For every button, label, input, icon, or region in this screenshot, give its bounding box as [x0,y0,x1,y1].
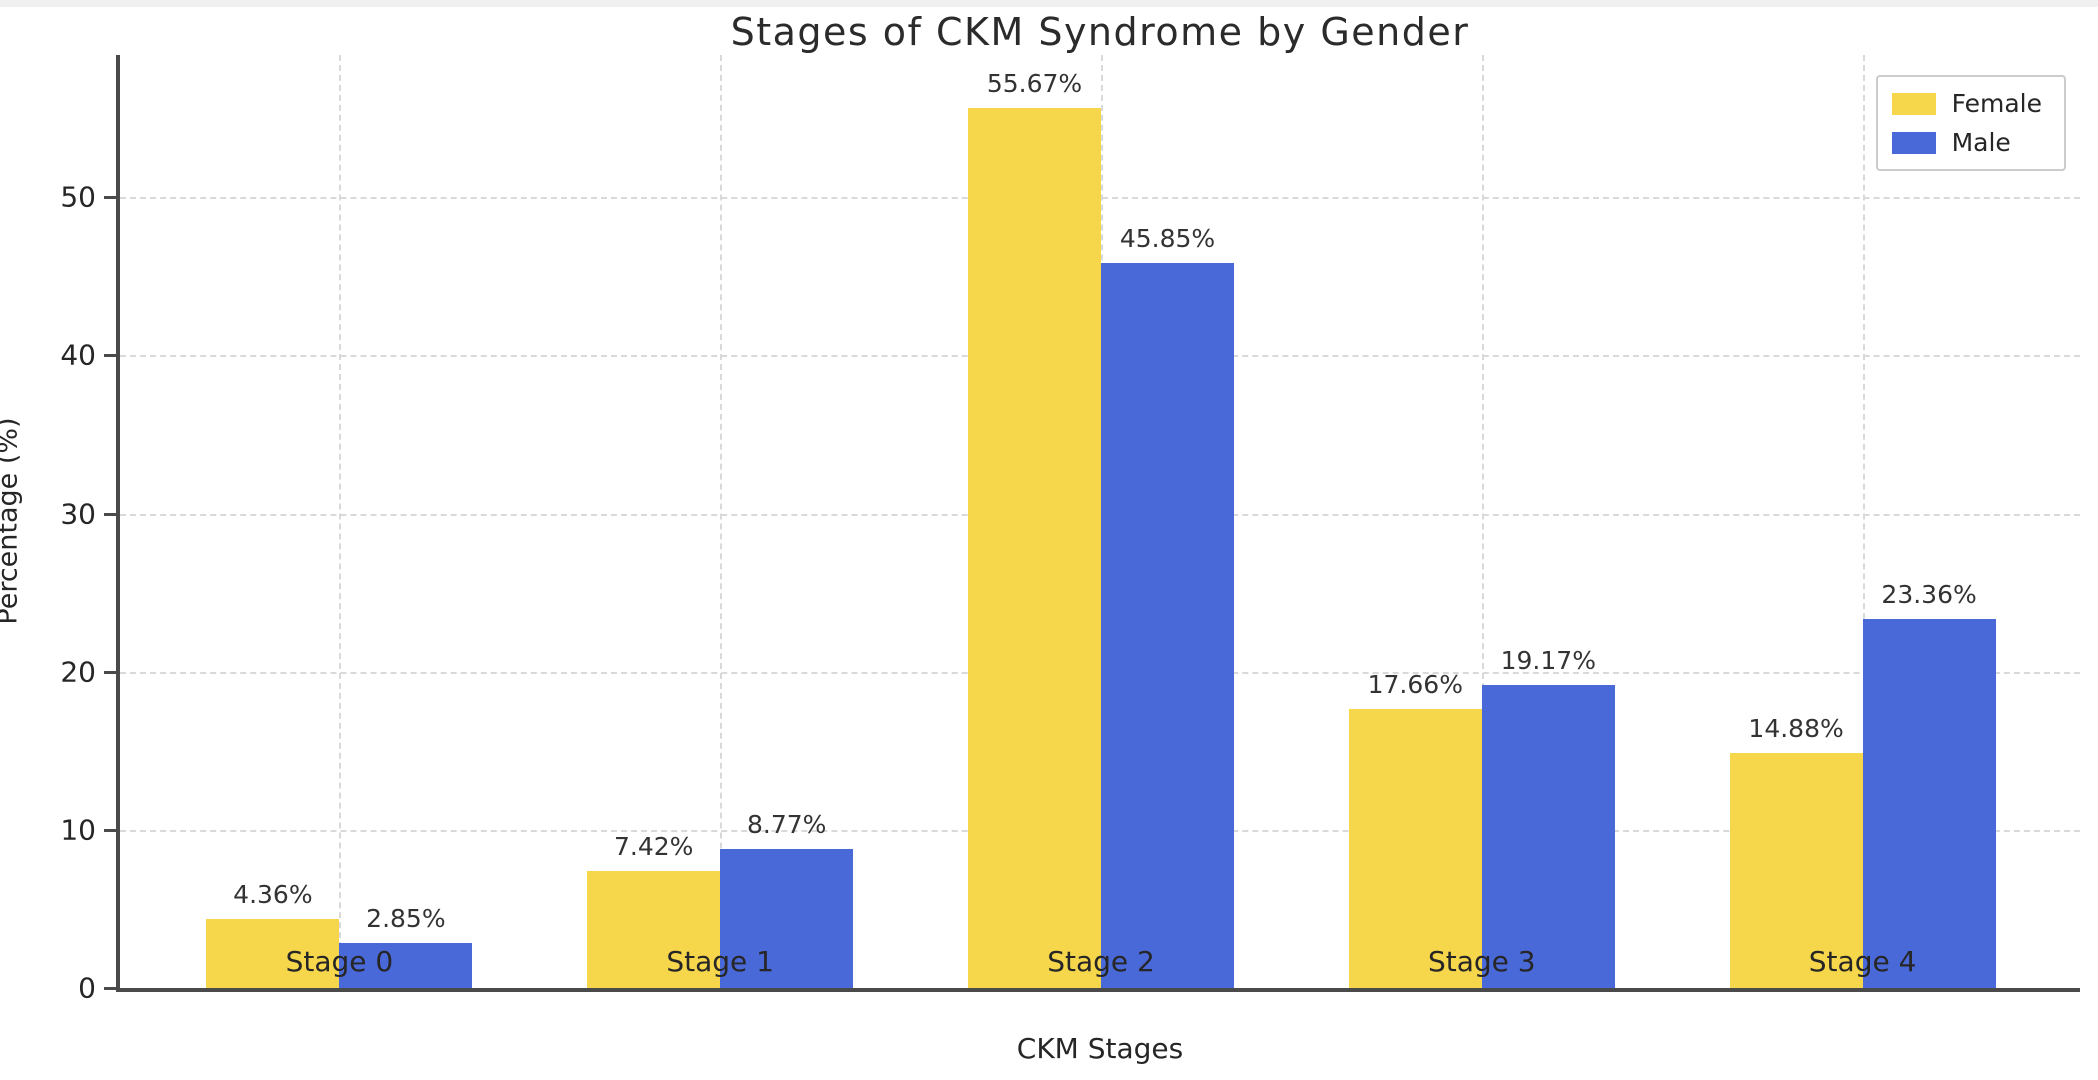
v-gridline-stage-4 [1862,55,1865,988]
value-label-male-stage-0: 2.85% [366,903,446,933]
v-gridline-stage-3 [1481,55,1484,988]
y-tick-label-30: 30 [60,497,96,531]
value-label-female-stage-4: 14.88% [1748,713,1844,743]
value-label-male-stage-4: 23.36% [1881,579,1977,609]
bar-male-stage-3 [1481,684,1615,988]
value-label-male-stage-1: 8.77% [746,810,827,840]
v-gridline-stage-1 [720,55,723,988]
legend: Female Male [1875,75,2066,171]
y-tick-mark-20 [104,670,116,674]
x-axis-label: CKM Stages [1016,1032,1184,1065]
y-axis-spine [116,55,120,992]
bar-female-stage-2 [968,107,1101,988]
plot-area: 4.36% 2.85% 7.42% 8.77% 55.67% 45.85% 17.66% 19… [60,55,2080,1005]
value-label-female-stage-0: 4.36% [233,880,313,910]
legend-swatch-female [1891,92,1936,115]
y-tick-label-40: 40 [60,338,96,372]
bar-female-stage-4 [1729,752,1863,988]
x-axis-spine [116,988,2080,992]
bar-female-stage-1 [587,870,721,988]
x-tick-label-stage-2: Stage 2 [1047,945,1155,978]
x-tick-label-stage-4: Stage 4 [1808,945,1917,978]
y-tick-label-50: 50 [60,180,96,214]
bar-male-stage-4 [1862,618,1996,988]
bar-female-stage-3 [1348,708,1482,988]
legend-item-male: Male [1891,128,2042,157]
y-tick-label-10: 10 [60,813,96,847]
legend-item-female: Female [1891,89,2042,118]
y-tick-mark-0 [104,987,116,990]
bar-male-stage-1 [720,849,854,988]
value-label-female-stage-2: 55.67% [986,68,1083,98]
x-tick-label-stage-1: Stage 1 [666,945,774,978]
bar-male-stage-0 [339,942,473,988]
value-label-female-stage-3: 17.66% [1367,669,1463,699]
x-tick-label-stage-3: Stage 3 [1427,945,1536,978]
value-label-female-stage-1: 7.42% [613,831,694,861]
bar-female-stage-0 [206,919,340,988]
value-label-male-stage-2: 45.85% [1119,223,1216,253]
y-tick-mark-30 [104,512,116,516]
window-top-edge [0,0,2098,7]
v-gridline-stage-0 [339,55,342,988]
legend-swatch-male [1891,131,1936,154]
legend-label-male: Male [1951,128,2011,157]
y-tick-mark-50 [104,196,116,200]
value-label-male-stage-3: 19.17% [1500,645,1596,675]
y-tick-label-0: 0 [78,971,96,1005]
y-tick-mark-10 [104,828,116,832]
chart-title: Stages of CKM Syndrome by Gender [730,10,1470,54]
y-tick-label-20: 20 [60,655,96,689]
legend-label-female: Female [1951,89,2042,118]
y-tick-mark-40 [104,354,116,358]
x-tick-label-stage-0: Stage 0 [285,945,394,978]
bar-male-stage-2 [1101,262,1234,988]
